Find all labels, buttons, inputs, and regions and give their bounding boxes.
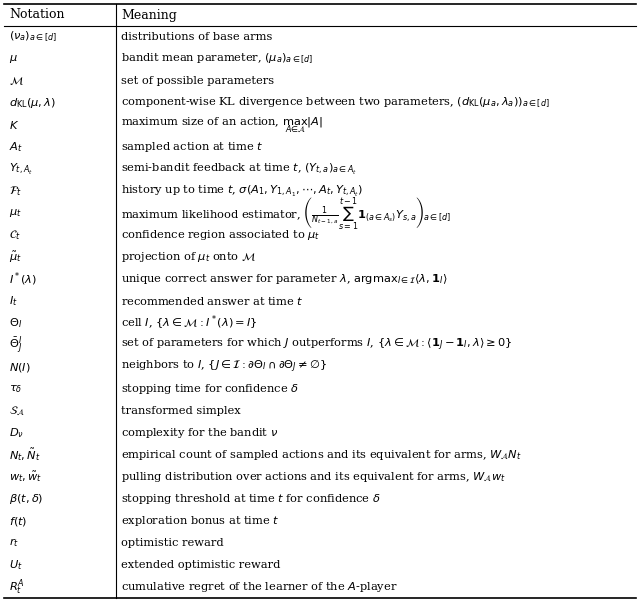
Text: $\beta(t, \delta)$: $\beta(t, \delta)$ — [9, 492, 44, 506]
Text: maximum likelihood estimator, $\left(\frac{1}{N_{t-1,a}}\sum_{s=1}^{t-1}\mathbf{: maximum likelihood estimator, $\left(\fr… — [121, 195, 451, 231]
Text: recommended answer at time $t$: recommended answer at time $t$ — [121, 295, 303, 307]
Text: $f(t)$: $f(t)$ — [9, 515, 28, 527]
Text: stopping threshold at time $t$ for confidence $\delta$: stopping threshold at time $t$ for confi… — [121, 492, 381, 506]
Text: $\tilde{\mu}_t$: $\tilde{\mu}_t$ — [9, 249, 22, 264]
Text: semi-bandit feedback at time $t$, $(Y_{t,a})_{a\in A_t}$: semi-bandit feedback at time $t$, $(Y_{t… — [121, 161, 357, 176]
Text: distributions of base arms: distributions of base arms — [121, 32, 273, 42]
Text: $N(I)$: $N(I)$ — [9, 361, 31, 373]
Text: $D_\nu$: $D_\nu$ — [9, 426, 24, 440]
Text: $\mu$: $\mu$ — [9, 53, 18, 65]
Text: history up to time $t$, $\sigma(A_1, Y_{1,A_1}, \cdots, A_t, Y_{t,A_t})$: history up to time $t$, $\sigma(A_1, Y_{… — [121, 184, 363, 199]
Text: maximum size of an action, $\max_{A\in\mathcal{A}} |A|$: maximum size of an action, $\max_{A\in\m… — [121, 116, 323, 135]
Text: $r_t$: $r_t$ — [9, 536, 19, 550]
Text: $Y_{t,A_t}$: $Y_{t,A_t}$ — [9, 161, 33, 176]
Text: Notation: Notation — [9, 8, 65, 22]
Text: cell $I$, $\{\lambda \in \mathcal{M} : I^*(\lambda) = I\}$: cell $I$, $\{\lambda \in \mathcal{M} : I… — [121, 314, 258, 332]
Text: set of parameters for which $J$ outperforms $I$, $\{\lambda \in \mathcal{M} : \l: set of parameters for which $J$ outperfo… — [121, 337, 513, 353]
Text: $\Theta_I$: $\Theta_I$ — [9, 316, 22, 330]
Text: exploration bonus at time $t$: exploration bonus at time $t$ — [121, 514, 280, 528]
Text: $U_t$: $U_t$ — [9, 558, 22, 572]
Text: $\mathcal{M}$: $\mathcal{M}$ — [9, 75, 24, 87]
Text: Meaning: Meaning — [121, 8, 177, 22]
Text: $\mathcal{S}_\mathcal{A}$: $\mathcal{S}_\mathcal{A}$ — [9, 405, 25, 418]
Text: sampled action at time $t$: sampled action at time $t$ — [121, 140, 263, 154]
Text: complexity for the bandit $\nu$: complexity for the bandit $\nu$ — [121, 426, 278, 440]
Text: unique correct answer for parameter $\lambda$, $\mathrm{argmax}_{I\in\mathcal{I}: unique correct answer for parameter $\la… — [121, 272, 447, 286]
Text: $\tau_\delta$: $\tau_\delta$ — [9, 383, 22, 395]
Text: $N_t, \tilde{N}_t$: $N_t, \tilde{N}_t$ — [9, 447, 41, 464]
Text: cumulative regret of the learner of the $A$-player: cumulative regret of the learner of the … — [121, 580, 397, 594]
Text: $(\nu_a)_{a\in[d]}$: $(\nu_a)_{a\in[d]}$ — [9, 30, 57, 44]
Text: neighbors to $I$, $\{J \in \mathcal{I} : \partial\Theta_I \cap \partial\Theta_J : neighbors to $I$, $\{J \in \mathcal{I} :… — [121, 359, 327, 375]
Text: optimistic reward: optimistic reward — [121, 538, 223, 548]
Text: $I^*(\lambda)$: $I^*(\lambda)$ — [9, 270, 37, 288]
Text: extended optimistic reward: extended optimistic reward — [121, 560, 280, 570]
Text: $A_t$: $A_t$ — [9, 140, 23, 154]
Text: pulling distribution over actions and its equivalent for arms, $W_\mathcal{A} w_: pulling distribution over actions and it… — [121, 470, 506, 484]
Text: $w_t, \tilde{w}_t$: $w_t, \tilde{w}_t$ — [9, 470, 42, 485]
Text: stopping time for confidence $\delta$: stopping time for confidence $\delta$ — [121, 382, 299, 396]
Text: empirical count of sampled actions and its equivalent for arms, $W_\mathcal{A} N: empirical count of sampled actions and i… — [121, 448, 522, 462]
Text: projection of $\mu_t$ onto $\mathcal{M}$: projection of $\mu_t$ onto $\mathcal{M}$ — [121, 250, 256, 264]
Text: bandit mean parameter, $(\mu_a)_{a\in[d]}$: bandit mean parameter, $(\mu_a)_{a\in[d]… — [121, 52, 314, 66]
Text: $K$: $K$ — [9, 119, 19, 131]
Text: $\mathcal{C}_t$: $\mathcal{C}_t$ — [9, 228, 21, 242]
Text: $R_t^A$: $R_t^A$ — [9, 577, 24, 597]
Text: $\mu_t$: $\mu_t$ — [9, 207, 22, 219]
Text: component-wise KL divergence between two parameters, $(d_{\mathrm{KL}}(\mu_a, \l: component-wise KL divergence between two… — [121, 96, 550, 110]
Text: transformed simplex: transformed simplex — [121, 406, 241, 416]
Text: set of possible parameters: set of possible parameters — [121, 76, 274, 86]
Text: $\mathcal{F}_t$: $\mathcal{F}_t$ — [9, 184, 22, 198]
Text: confidence region associated to $\mu_t$: confidence region associated to $\mu_t$ — [121, 228, 320, 242]
Text: $d_{\mathrm{KL}}(\mu, \lambda)$: $d_{\mathrm{KL}}(\mu, \lambda)$ — [9, 96, 56, 110]
Text: $\bar{\Theta}^I_J$: $\bar{\Theta}^I_J$ — [9, 334, 22, 356]
Text: $I_t$: $I_t$ — [9, 294, 18, 308]
